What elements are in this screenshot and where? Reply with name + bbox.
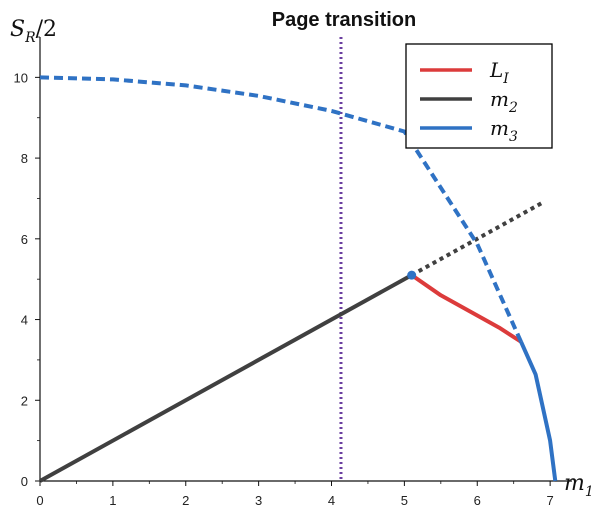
legend-label-m3: m3 bbox=[490, 116, 518, 145]
legend-label-main: L bbox=[489, 58, 503, 82]
x-tick-label: 4 bbox=[328, 493, 335, 508]
label-main: S bbox=[10, 17, 25, 42]
ticks-group: 0 1 2 3 4 5 6 7 0 2 4 6 8 10 bbox=[14, 36, 554, 508]
legend-label-main: m bbox=[490, 87, 509, 111]
legend-label-subscript: I bbox=[502, 71, 509, 87]
y-tick-label: 4 bbox=[21, 313, 28, 328]
x-tick-label: 7 bbox=[547, 493, 554, 508]
y-axis-label: SR/2 bbox=[10, 17, 57, 46]
x-tick-label: 2 bbox=[182, 493, 189, 508]
marker-group bbox=[407, 270, 417, 280]
x-tick-label: 6 bbox=[474, 493, 481, 508]
y-tick-label: 2 bbox=[21, 393, 28, 408]
series-m3-dashed bbox=[39, 75, 523, 343]
label-rest: /2 bbox=[36, 17, 57, 42]
label-subscript: 1 bbox=[585, 484, 594, 500]
y-tick-label: 6 bbox=[21, 232, 28, 247]
x-tick-label: 1 bbox=[109, 493, 116, 508]
y-tick-label: 10 bbox=[14, 70, 28, 85]
series-l-i-solid bbox=[410, 273, 523, 344]
legend-label-m2: m2 bbox=[490, 87, 518, 116]
x-tick-label: 0 bbox=[36, 493, 43, 508]
label-main: m bbox=[564, 471, 585, 496]
legend-label-subscript: 3 bbox=[509, 129, 518, 145]
series-group bbox=[39, 75, 558, 483]
series-m3-solid bbox=[519, 340, 558, 482]
x-axis-label: m1 bbox=[564, 471, 594, 500]
legend-label-l-i: LI bbox=[489, 58, 509, 87]
legend-label-subscript: 2 bbox=[508, 100, 518, 116]
legend-label-main: m bbox=[490, 116, 509, 140]
labels-group: Page transition SR/2 m1 bbox=[10, 9, 594, 500]
x-tick-label: 5 bbox=[401, 493, 408, 508]
series-m2-dotted bbox=[410, 200, 544, 277]
label-subscript: R bbox=[24, 30, 36, 46]
y-tick-label: 8 bbox=[21, 151, 28, 166]
intersection-marker bbox=[407, 270, 417, 280]
y-tick-label: 0 bbox=[21, 474, 28, 489]
legend-box bbox=[405, 43, 553, 149]
x-tick-label: 3 bbox=[255, 493, 262, 508]
axes-group bbox=[39, 37, 572, 482]
chart-title: Page transition bbox=[272, 9, 416, 31]
series-m2-solid bbox=[39, 273, 413, 483]
